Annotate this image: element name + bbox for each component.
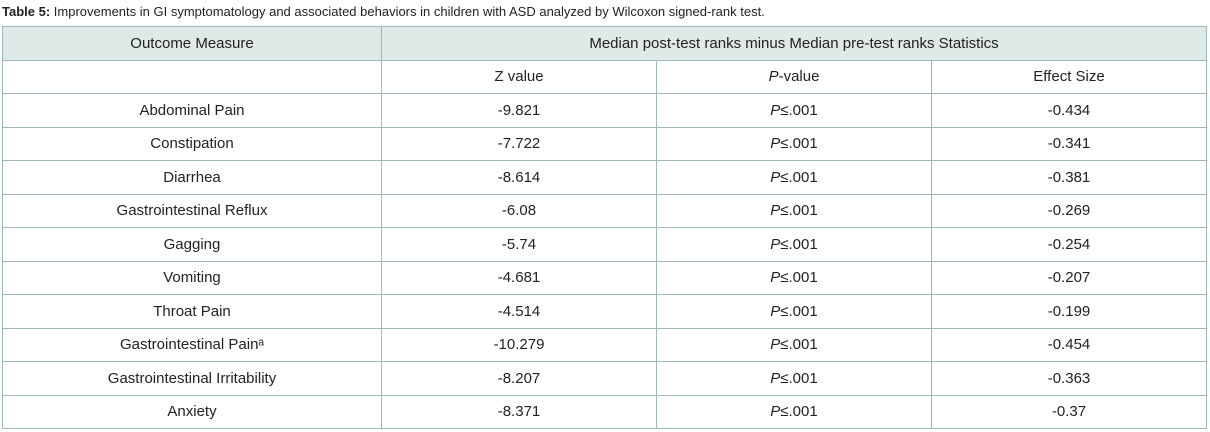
effect-size-cell: -0.381 xyxy=(931,160,1207,195)
p-value-italic: P xyxy=(770,336,781,354)
z-value-cell: -8.371 xyxy=(381,394,657,429)
p-value-threshold: ≤.001 xyxy=(780,302,818,320)
p-value-cell: P≤.001 xyxy=(656,394,932,429)
outcome-measure-cell: Throat Pain xyxy=(2,294,382,329)
p-value-italic: P xyxy=(770,302,781,320)
z-value-cell: -8.614 xyxy=(381,160,657,195)
table-row: Gastrointestinal Irritability -8.207 P≤.00… xyxy=(2,361,1207,396)
z-value-header: Z value xyxy=(381,59,657,94)
results-table: Outcome Measure Median post-test ranks m… xyxy=(2,26,1207,429)
outcome-measure-cell: Gastrointestinal Reflux xyxy=(2,193,382,228)
p-value-italic: P xyxy=(770,269,781,287)
p-value-italic: P xyxy=(770,369,781,387)
subheader-row: Z value P-value Effect Size xyxy=(2,59,1207,94)
outcome-measure-cell: Gagging xyxy=(2,227,382,262)
p-value-threshold: ≤.001 xyxy=(780,369,818,387)
p-value-header: P-value xyxy=(656,59,932,94)
effect-size-header: Effect Size xyxy=(931,59,1207,94)
table-row: Abdominal Pain -9.821 P≤.001 -0.434 xyxy=(2,93,1207,128)
p-value-threshold: ≤.001 xyxy=(780,101,818,119)
p-value-threshold: ≤.001 xyxy=(780,135,818,153)
header-row: Outcome Measure Median post-test ranks m… xyxy=(2,26,1207,61)
p-value-cell: P≤.001 xyxy=(656,93,932,128)
p-value-italic: P xyxy=(770,101,781,119)
table-caption: Table 5: Improvements in GI symptomatolo… xyxy=(2,4,765,20)
effect-size-cell: -0.199 xyxy=(931,294,1207,329)
z-value-cell: -8.207 xyxy=(381,361,657,396)
p-value-italic: P xyxy=(770,202,781,220)
p-value-threshold: ≤.001 xyxy=(780,235,818,253)
p-value-threshold: ≤.001 xyxy=(780,403,818,421)
p-value-cell: P≤.001 xyxy=(656,294,932,329)
z-value-cell: -10.279 xyxy=(381,327,657,362)
p-value-cell: P≤.001 xyxy=(656,227,932,262)
outcome-measure-cell: Gastrointestinal Painᵃ xyxy=(2,327,382,362)
z-value-cell: -6.08 xyxy=(381,193,657,228)
p-value-cell: P≤.001 xyxy=(656,126,932,161)
table-row: Gastrointestinal Reflux -6.08 P≤.001 -0.269 xyxy=(2,193,1207,228)
p-value-cell: P≤.001 xyxy=(656,260,932,295)
effect-size-cell: -0.207 xyxy=(931,260,1207,295)
p-value-header-rest: -value xyxy=(778,68,820,86)
outcome-measure-cell: Anxiety xyxy=(2,394,382,429)
outcome-measure-cell: Abdominal Pain xyxy=(2,93,382,128)
table-row: Vomiting -4.681 P≤.001 -0.207 xyxy=(2,260,1207,295)
p-value-threshold: ≤.001 xyxy=(780,269,818,287)
effect-size-cell: -0.363 xyxy=(931,361,1207,396)
statistics-group-header: Median post-test ranks minus Median pre-… xyxy=(381,26,1207,61)
table-row: Constipation -7.722 P≤.001 -0.341 xyxy=(2,126,1207,161)
z-value-cell: -4.514 xyxy=(381,294,657,329)
z-value-cell: -5.74 xyxy=(381,227,657,262)
p-value-threshold: ≤.001 xyxy=(780,336,818,354)
p-value-cell: P≤.001 xyxy=(656,361,932,396)
outcome-measure-cell: Gastrointestinal Irritability xyxy=(2,361,382,396)
effect-size-cell: -0.341 xyxy=(931,126,1207,161)
p-value-cell: P≤.001 xyxy=(656,160,932,195)
effect-size-cell: -0.254 xyxy=(931,227,1207,262)
p-value-italic: P xyxy=(770,403,781,421)
table-row: Throat Pain -4.514 P≤.001 -0.199 xyxy=(2,294,1207,329)
effect-size-cell: -0.37 xyxy=(931,394,1207,429)
table-row: Gagging -5.74 P≤.001 -0.254 xyxy=(2,227,1207,262)
table-caption-label: Table 5: xyxy=(2,4,51,19)
p-value-cell: P≤.001 xyxy=(656,327,932,362)
p-value-threshold: ≤.001 xyxy=(780,168,818,186)
p-value-threshold: ≤.001 xyxy=(780,202,818,220)
p-value-cell: P≤.001 xyxy=(656,193,932,228)
table-row: Diarrhea -8.614 P≤.001 -0.381 xyxy=(2,160,1207,195)
z-value-cell: -9.821 xyxy=(381,93,657,128)
p-value-italic: P xyxy=(770,168,781,186)
z-value-cell: -4.681 xyxy=(381,260,657,295)
effect-size-cell: -0.269 xyxy=(931,193,1207,228)
effect-size-cell: -0.454 xyxy=(931,327,1207,362)
outcome-measure-cell: Diarrhea xyxy=(2,160,382,195)
subheader-empty-cell xyxy=(2,59,382,94)
outcome-measure-header: Outcome Measure xyxy=(2,26,382,61)
p-value-italic: P xyxy=(770,235,781,253)
p-value-italic: P xyxy=(770,135,781,153)
effect-size-cell: -0.434 xyxy=(931,93,1207,128)
table-caption-text: Improvements in GI symptomatology and as… xyxy=(50,4,765,19)
outcome-measure-cell: Vomiting xyxy=(2,260,382,295)
outcome-measure-cell: Constipation xyxy=(2,126,382,161)
z-value-cell: -7.722 xyxy=(381,126,657,161)
table-row: Anxiety -8.371 P≤.001 -0.37 xyxy=(2,394,1207,429)
table-row: Gastrointestinal Painᵃ -10.279 P≤.001 -0.45… xyxy=(2,327,1207,362)
p-value-header-italic: P xyxy=(768,68,779,86)
